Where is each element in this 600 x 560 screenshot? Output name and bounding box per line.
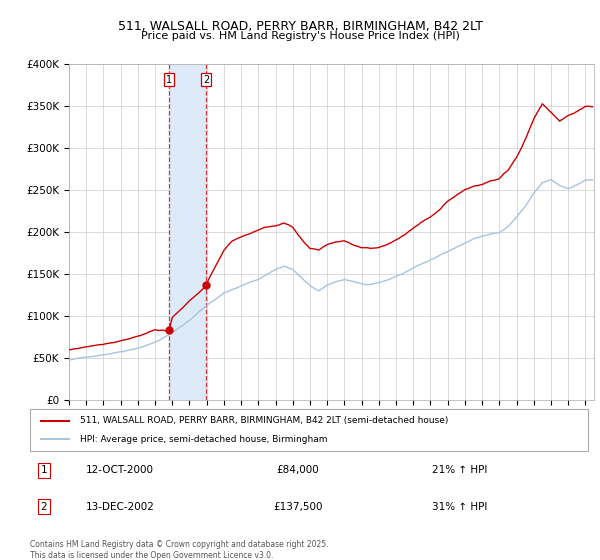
Text: 12-OCT-2000: 12-OCT-2000 bbox=[86, 465, 154, 475]
FancyBboxPatch shape bbox=[30, 409, 588, 451]
Text: £84,000: £84,000 bbox=[277, 465, 319, 475]
Text: £137,500: £137,500 bbox=[273, 502, 323, 511]
Text: 2: 2 bbox=[41, 502, 47, 511]
Text: HPI: Average price, semi-detached house, Birmingham: HPI: Average price, semi-detached house,… bbox=[80, 435, 328, 444]
Text: 1: 1 bbox=[166, 74, 172, 85]
Bar bbox=[169, 64, 206, 400]
Text: Price paid vs. HM Land Registry's House Price Index (HPI): Price paid vs. HM Land Registry's House … bbox=[140, 31, 460, 41]
Text: 13-DEC-2002: 13-DEC-2002 bbox=[86, 502, 155, 511]
Text: 511, WALSALL ROAD, PERRY BARR, BIRMINGHAM, B42 2LT (semi-detached house): 511, WALSALL ROAD, PERRY BARR, BIRMINGHA… bbox=[80, 416, 449, 425]
Text: 31% ↑ HPI: 31% ↑ HPI bbox=[432, 502, 487, 511]
Text: 21% ↑ HPI: 21% ↑ HPI bbox=[432, 465, 487, 475]
Text: Contains HM Land Registry data © Crown copyright and database right 2025.
This d: Contains HM Land Registry data © Crown c… bbox=[30, 540, 329, 560]
Text: 511, WALSALL ROAD, PERRY BARR, BIRMINGHAM, B42 2LT: 511, WALSALL ROAD, PERRY BARR, BIRMINGHA… bbox=[118, 20, 482, 32]
Text: 1: 1 bbox=[41, 465, 47, 475]
Text: 2: 2 bbox=[203, 74, 209, 85]
